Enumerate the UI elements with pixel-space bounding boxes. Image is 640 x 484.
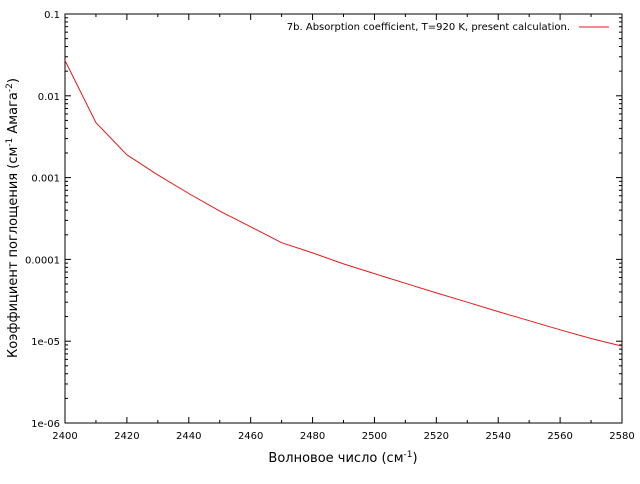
x-tick-label: 2480: [300, 431, 325, 442]
x-tick-label: 2580: [609, 431, 634, 442]
y-tick-label: 0.1: [44, 10, 60, 21]
y-tick-label: 1e-05: [31, 337, 60, 348]
y-tick-label: 0.001: [31, 174, 60, 185]
y-tick-label: 1e-06: [31, 419, 60, 430]
legend: 7b. Absorption coefficient, T=920 K, pre…: [287, 22, 609, 33]
x-axis-title: Волновое число (см-1): [268, 450, 417, 466]
series-line: [64, 60, 623, 347]
x-tick-label: 2500: [362, 431, 387, 442]
legend-label: 7b. Absorption coefficient, T=920 K, pre…: [287, 22, 570, 33]
y-tick-label: 0.0001: [25, 255, 60, 266]
x-tick-label: 2520: [424, 431, 449, 442]
x-tick-label: 2560: [547, 431, 572, 442]
y-axis-ticks: 1e-06 1e-05 0.0001 0.001 0.01 0.1: [25, 10, 622, 430]
x-tick-label: 2540: [485, 431, 510, 442]
x-tick-label: 2460: [238, 431, 263, 442]
x-tick-label: 2440: [176, 431, 201, 442]
y-tick-label: 0.01: [38, 92, 60, 103]
y-axis-title: Коэффициент поглощения (см-1 Амага-2): [5, 78, 21, 358]
x-axis-ticks: 2400 2420 2440 2460 2480 2500 2520 2540 2560 2580: [52, 14, 635, 442]
series-layer: [64, 60, 623, 347]
plot-frame: [64, 13, 623, 424]
x-tick-label: 2420: [114, 431, 139, 442]
x-tick-label: 2400: [52, 431, 77, 442]
